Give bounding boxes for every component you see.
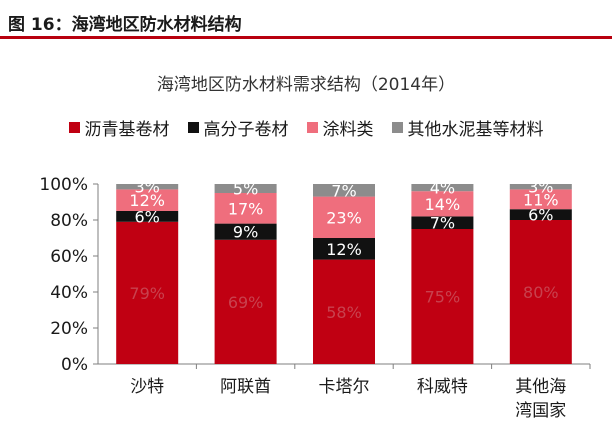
bar-value-label: 7% [331, 181, 356, 200]
legend-item-polymer-membrane: 高分子卷材 [187, 115, 289, 140]
bar-value-label: 79% [129, 284, 165, 303]
figure-caption: 图 16：海湾地区防水材料结构 [8, 15, 242, 35]
y-tick-label: 0% [61, 355, 88, 375]
bar-value-label: 12% [129, 191, 165, 210]
y-tick-label: 60% [50, 247, 88, 267]
x-category-label: 阿联酋 [220, 377, 271, 397]
x-category-label: 湾国家 [515, 401, 566, 421]
bar-segment [214, 239, 277, 364]
bar-value-label: 3% [528, 178, 553, 197]
x-category-label: 沙特 [130, 377, 164, 397]
legend-label-coatings: 涂料类 [322, 120, 374, 140]
bar-value-label: 5% [233, 180, 258, 199]
bar-segment [509, 189, 572, 210]
legend-item-coatings: 涂料类 [306, 115, 374, 140]
bar-value-label: 11% [523, 190, 559, 209]
bar-value-label: 7% [430, 214, 455, 233]
bar-segment [214, 184, 277, 193]
legend-item-cement-based: 其他水泥基等材料 [391, 115, 544, 140]
bar-segment [116, 211, 179, 222]
y-tick-label: 100% [39, 175, 88, 195]
bar-layer [116, 184, 572, 364]
bar-segment [214, 223, 277, 240]
x-category-label: 其他海 [515, 377, 566, 397]
x-category-label: 卡塔尔 [319, 377, 370, 397]
bar-value-label: 58% [326, 303, 362, 322]
label-layer: 79%6%12%3%69%9%17%5%58%12%23%7%75%7%14%4… [129, 178, 558, 322]
legend-label-cement-based: 其他水泥基等材料 [407, 120, 544, 140]
bar-segment [509, 209, 572, 220]
legend-label-asphalt-membrane: 沥青基卷材 [84, 120, 170, 140]
legend-swatch-coatings [306, 122, 318, 133]
bar-segment [313, 259, 375, 364]
bar-segment [411, 184, 474, 192]
bar-segment [214, 193, 277, 224]
bar-value-label: 69% [228, 293, 264, 312]
bar-segment [509, 184, 572, 190]
bar-segment [411, 229, 474, 364]
y-tick-label: 20% [50, 319, 88, 339]
bar-value-label: 17% [228, 199, 264, 218]
bar-segment [411, 216, 474, 229]
figure-header: 图 16：海湾地区防水材料结构 [0, 0, 612, 40]
legend-swatch-cement-based [391, 122, 403, 133]
legend-label-polymer-membrane: 高分子卷材 [203, 120, 289, 140]
bar-value-label: 3% [135, 178, 160, 197]
bar-value-label: 14% [425, 195, 461, 214]
bar-value-label: 23% [326, 208, 362, 227]
bar-segment [116, 189, 179, 211]
bar-segment [411, 191, 474, 217]
bar-segment [313, 238, 375, 260]
y-tick-label: 40% [50, 283, 88, 303]
x-category-label: 科威特 [417, 377, 468, 397]
y-tick-label: 80% [50, 211, 88, 231]
legend-item-asphalt-membrane: 沥青基卷材 [68, 115, 170, 140]
legend-swatch-asphalt-membrane [68, 122, 80, 133]
bar-segment [116, 184, 179, 190]
bar-segment [116, 221, 179, 364]
bar-value-label: 6% [528, 206, 553, 225]
bar-segment [313, 184, 375, 197]
chart-legend: 沥青基卷材 高分子卷材 涂料类 其他水泥基等材料 [0, 115, 612, 140]
bar-value-label: 75% [425, 288, 461, 307]
bar-segment [313, 196, 375, 238]
bar-value-label: 80% [523, 283, 559, 302]
chart-title: 海湾地区防水材料需求结构（2014年） [156, 75, 456, 95]
caption-divider [0, 36, 612, 39]
bar-value-label: 9% [233, 223, 258, 242]
legend-swatch-polymer-membrane [187, 122, 199, 133]
bar-value-label: 12% [326, 240, 362, 259]
bar-value-label: 6% [135, 207, 160, 226]
bar-segment [509, 220, 572, 364]
bar-value-label: 4% [430, 179, 455, 198]
